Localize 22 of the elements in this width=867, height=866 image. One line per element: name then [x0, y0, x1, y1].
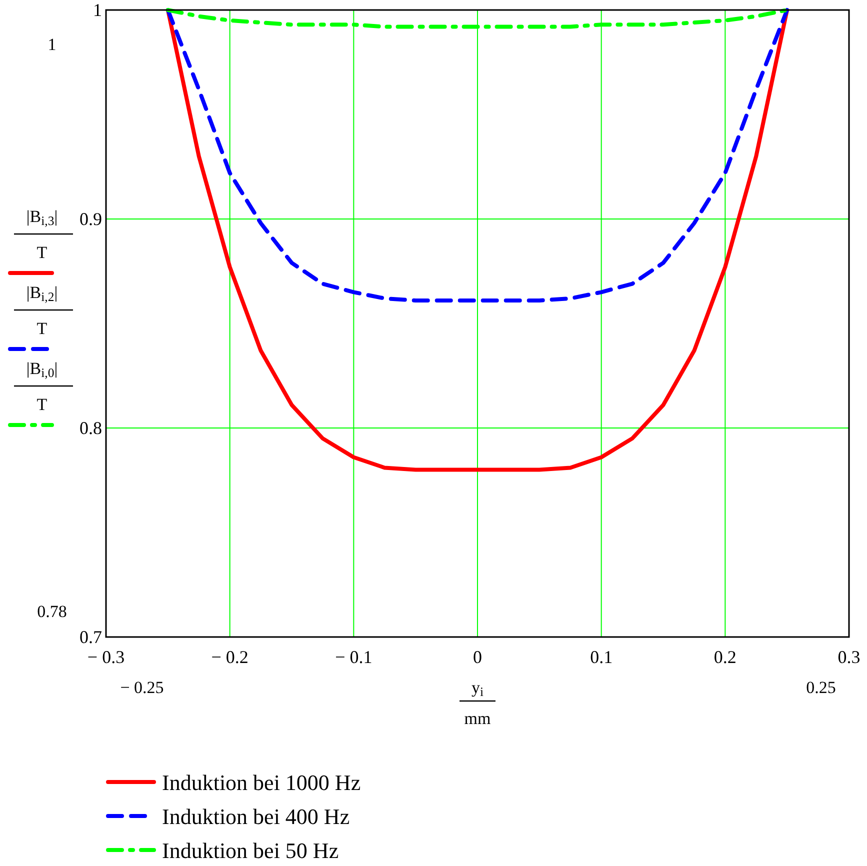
text: |B$_{i,3}$| T |B$_{i,2}$| T |B$_{i,0}$| T — [26, 207, 58, 414]
x-tick-label: 0.1 — [590, 647, 613, 667]
x-tick-label: 0 — [473, 647, 482, 667]
text: 0.78 — [37, 602, 67, 621]
x-tick-label: 0.2 — [714, 647, 736, 667]
x-tick-label: − 0.2 — [211, 647, 248, 667]
text: 1 — [48, 35, 56, 54]
x-tick-label: − 0.3 — [87, 647, 125, 667]
x-axis-title: y$_{i}$ mm — [464, 678, 491, 728]
text: − 0.25 — [120, 678, 164, 697]
legend-label: Induktion bei 50 Hz — [162, 838, 339, 863]
text: 0.25 — [806, 678, 836, 697]
y-tick-label: 1 — [93, 0, 102, 20]
x-tick-label: − 0.1 — [335, 647, 372, 667]
legend-label: Induktion bei 400 Hz — [162, 804, 350, 829]
y-tick-label: 0.8 — [80, 418, 102, 438]
line-series — [166, 8, 790, 303]
y-tick-label: 0.7 — [80, 627, 102, 647]
x-tick-label: 0.3 — [838, 647, 860, 667]
line-series — [166, 8, 790, 472]
y-tick-label: 0.9 — [80, 209, 102, 229]
legend-label: Induktion bei 1000 Hz — [162, 770, 361, 795]
